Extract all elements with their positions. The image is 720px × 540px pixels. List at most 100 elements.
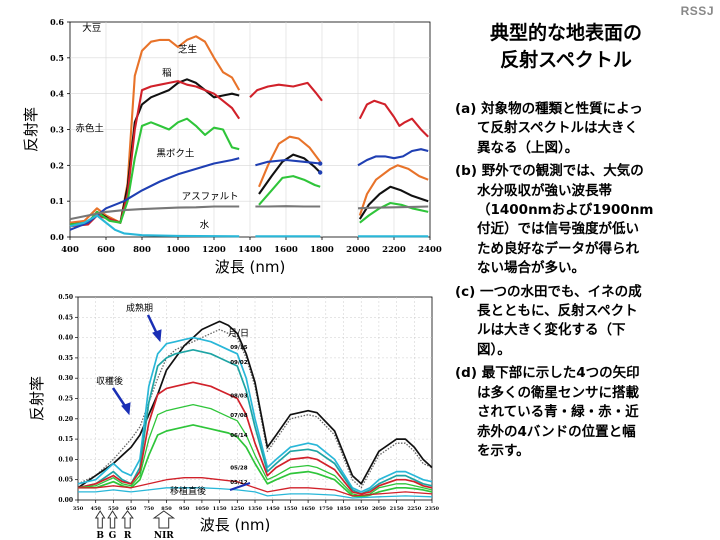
- bottom-x-tick-label: 950: [179, 506, 190, 512]
- bottom-x-tick-label: 750: [144, 506, 155, 512]
- note-d-line: (d) 最下部に示した4つの矢印: [455, 365, 640, 382]
- bottom-x-tick-label: 1150: [213, 506, 227, 512]
- top-y-tick-label: 0.4: [50, 89, 64, 99]
- note-b-line: （1400nmおよび1900nm: [477, 202, 654, 219]
- bottom-x-tick-label: 350: [73, 506, 84, 512]
- bottom-x-tick-label: 1050: [195, 506, 209, 512]
- top-y-tick-label: 0.0: [50, 232, 64, 242]
- bottom-series-line: [77, 348, 433, 495]
- note-a-line: て反射スペクトルは大きく: [477, 120, 639, 137]
- bottom-y-tick-label: 0.40: [58, 335, 73, 342]
- top-x-tick-label: 1000: [166, 245, 190, 255]
- top-y-tick-label: 0.3: [50, 125, 64, 135]
- note-b-line: ため良好なデータが得られ: [477, 240, 639, 257]
- bottom-y-tick-label: 0.25: [58, 396, 73, 403]
- top-series-line: [358, 185, 429, 220]
- top-series-line: [69, 214, 240, 238]
- bottom-rice-paddy-chart: 350 450 550 650 750 850 950 1050 1150 1250 1350 145…: [28, 294, 439, 540]
- top-x-tick-label: 1400: [238, 245, 262, 255]
- note-a: (a) 対象物の種類と性質によっ て反射スペクトルは大きく 異なる（上図）。: [455, 100, 710, 158]
- top-spectral-chart: 400 600 800 1000 1200 1400 1600 1800 2000 2200 240…: [22, 17, 442, 276]
- top-series-line: [358, 99, 429, 138]
- note-c: (c) 一つの水田でも、イネの成 長とともに、反射スペクト ルは大きく変化する（…: [455, 283, 710, 361]
- note-c-line: (c) 一つの水田でも、イネの成: [455, 283, 642, 300]
- band-arrow: [107, 510, 118, 529]
- top-x-axis-label: 波長 (nm): [215, 258, 286, 276]
- page-title-line-2: 反射スペクトル: [500, 49, 632, 71]
- top-series-line: [359, 201, 429, 224]
- bottom-series-line: [78, 477, 433, 497]
- note-b: (b) 野外での観測では、大気の 水分吸収が強い波長帯 （1400nmおよび19…: [455, 162, 710, 278]
- annotation-tsukihi: 月/日: [228, 328, 249, 339]
- bottom-x-tick-label: 2050: [372, 506, 386, 512]
- bottom-y-axis-label: 反射率: [28, 376, 46, 421]
- page-title-line-1: 典型的な地表面の: [489, 22, 642, 44]
- top-x-tick-label: 2400: [418, 245, 442, 255]
- top-y-tick-label: 0.6: [50, 17, 64, 27]
- bottom-series-line: [77, 320, 433, 489]
- annotation-shukakugo: 収穫後: [96, 375, 123, 387]
- bottom-x-tick-label: 1950: [354, 506, 368, 512]
- band-arrow: [121, 510, 134, 529]
- top-series-label: 赤色土: [75, 122, 104, 134]
- note-b-line: (b) 野外での観測では、大気の: [455, 163, 644, 180]
- top-y-tick-label: 0.2: [50, 160, 64, 170]
- bottom-series-line: [77, 381, 433, 495]
- top-series-line: [258, 135, 322, 188]
- bottom-y-tick-label: 0.20: [58, 416, 73, 423]
- top-x-tick-label: 800: [133, 245, 151, 255]
- bottom-x-axis-label: 波長 (nm): [200, 516, 271, 534]
- top-y-tick-label: 0.1: [50, 196, 64, 206]
- bottom-date-label: 05/12: [230, 480, 247, 486]
- bottom-y-tick-label: 0.30: [58, 375, 73, 382]
- top-series-line: [357, 205, 429, 210]
- bottom-date-label: 06/14: [230, 433, 247, 439]
- bottom-date-label: 09/15: [230, 345, 247, 351]
- bottom-x-tick-label: 1450: [266, 506, 280, 512]
- bottom-date-label: 07/08: [230, 413, 247, 419]
- top-series-label: 黒ボク土: [156, 147, 195, 159]
- annotation-seijukuki: 成熟期: [126, 302, 153, 314]
- note-b-line: 付近）では信号強度が低い: [477, 221, 639, 238]
- bottom-series-line: [77, 336, 433, 493]
- bottom-x-tick-label: 2350: [425, 506, 439, 512]
- note-b-line: 水分吸収が強い波長帯: [477, 182, 612, 199]
- top-series-label: 稲: [162, 67, 172, 79]
- top-x-tick-label: 600: [97, 245, 115, 255]
- top-series-point: [318, 170, 323, 175]
- top-series-line: [258, 153, 321, 195]
- bottom-x-tick-label: 2250: [407, 506, 421, 512]
- top-x-tick-label: 2000: [346, 245, 370, 255]
- annotation-arrowhead: [121, 402, 131, 416]
- annotation-arrowhead: [152, 329, 162, 343]
- bottom-date-label: 08/03: [230, 394, 247, 400]
- top-x-tick-label: 1600: [274, 245, 298, 255]
- bottom-y-tick-label: 0.00: [58, 497, 73, 504]
- top-y-tick-label: 0.5: [50, 53, 64, 63]
- note-d: (d) 最下部に示した4つの矢印 は多くの衛星センサに搭載 されている青・緑・赤…: [455, 364, 710, 461]
- bottom-date-label: 09/02: [230, 360, 247, 366]
- top-x-tick-label: 400: [61, 245, 79, 255]
- band-arrow-label: G: [109, 531, 117, 540]
- bottom-x-tick-label: 1750: [319, 506, 333, 512]
- bottom-series-line: [78, 424, 433, 498]
- top-x-tick-label: 1200: [202, 245, 226, 255]
- notes-panel: (a) 対象物の種類と性質によっ て反射スペクトルは大きく 異なる（上図）。 (…: [455, 100, 710, 465]
- bottom-y-tick-label: 0.15: [58, 436, 73, 443]
- bottom-x-tick-label: 850: [161, 506, 172, 512]
- bottom-x-tick-label: 1350: [248, 506, 262, 512]
- note-a-line: (a) 対象物の種類と性質によっ: [455, 101, 643, 117]
- band-arrow-label: NIR: [154, 531, 174, 540]
- bottom-x-tick-label: 1850: [337, 506, 351, 512]
- top-x-tick-label: 1800: [310, 245, 334, 255]
- top-series-line: [258, 175, 321, 206]
- note-d-line: 赤外の4バンドの位置と幅: [477, 423, 636, 440]
- top-y-axis-label: 反射率: [22, 107, 40, 152]
- bottom-series-line: [78, 487, 433, 499]
- bottom-y-tick-label: 0.45: [58, 314, 73, 321]
- annotation-ishokuchokugo: 移植直後: [170, 485, 206, 497]
- bottom-x-tick-label: 2150: [390, 506, 404, 512]
- top-series-label: 芝生: [178, 43, 198, 55]
- page-title: 典型的な地表面の 反射スペクトル: [458, 20, 674, 74]
